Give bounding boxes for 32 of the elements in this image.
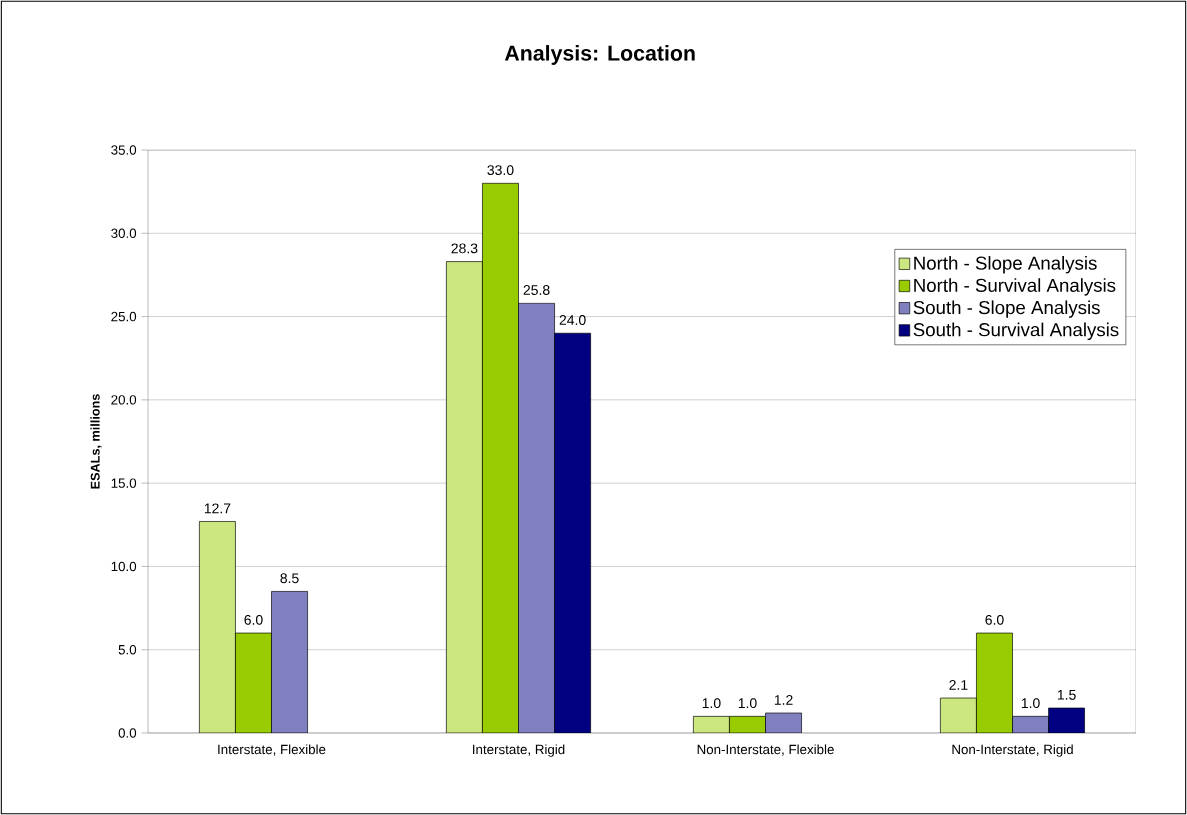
y-tick-label: 15.0: [111, 478, 137, 488]
data-label: 12.7: [204, 503, 231, 514]
y-tick-label: 10.0: [111, 561, 137, 572]
data-label: 6.0: [244, 614, 263, 625]
legend-label: South - Survival Analysis: [913, 322, 1119, 341]
legend-label: North - Slope Analysis: [914, 256, 1097, 274]
data-label: 8.5: [280, 573, 299, 584]
data-label: 25.8: [523, 285, 550, 295]
chart-title: Analysis: Location: [504, 45, 695, 65]
y-tick-label: 0.0: [118, 728, 137, 738]
data-label: 6.0: [985, 614, 1004, 625]
y-tick-label: 35.0: [111, 145, 137, 155]
legend-label: North - Survival Analysis: [914, 278, 1116, 296]
x-tick-label: Interstate, Rigid: [473, 744, 565, 757]
data-label: 1.0: [702, 698, 721, 709]
data-label: 1.5: [1057, 689, 1076, 700]
data-label: 2.1: [949, 679, 968, 690]
y-axis-title: ESALs, millions: [90, 394, 102, 489]
data-label: 1.0: [1021, 698, 1040, 709]
data-label: 33.0: [487, 165, 514, 176]
data-label: 28.3: [451, 243, 478, 254]
x-tick-label: Interstate, Flexible: [218, 744, 326, 756]
y-tick-label: 20.0: [111, 395, 137, 405]
y-tick-label: 25.0: [111, 311, 137, 322]
data-label: 1.0: [738, 698, 757, 709]
data-label: 1.2: [774, 694, 793, 705]
y-tick-label: 30.0: [111, 228, 137, 238]
data-label: 24.0: [559, 315, 586, 325]
x-tick-label: Non-Interstate, Rigid: [952, 744, 1073, 757]
x-tick-label: Non-Interstate, Flexible: [697, 744, 834, 756]
legend-label: South - Slope Analysis: [913, 300, 1100, 318]
y-tick-label: 5.0: [118, 645, 137, 655]
